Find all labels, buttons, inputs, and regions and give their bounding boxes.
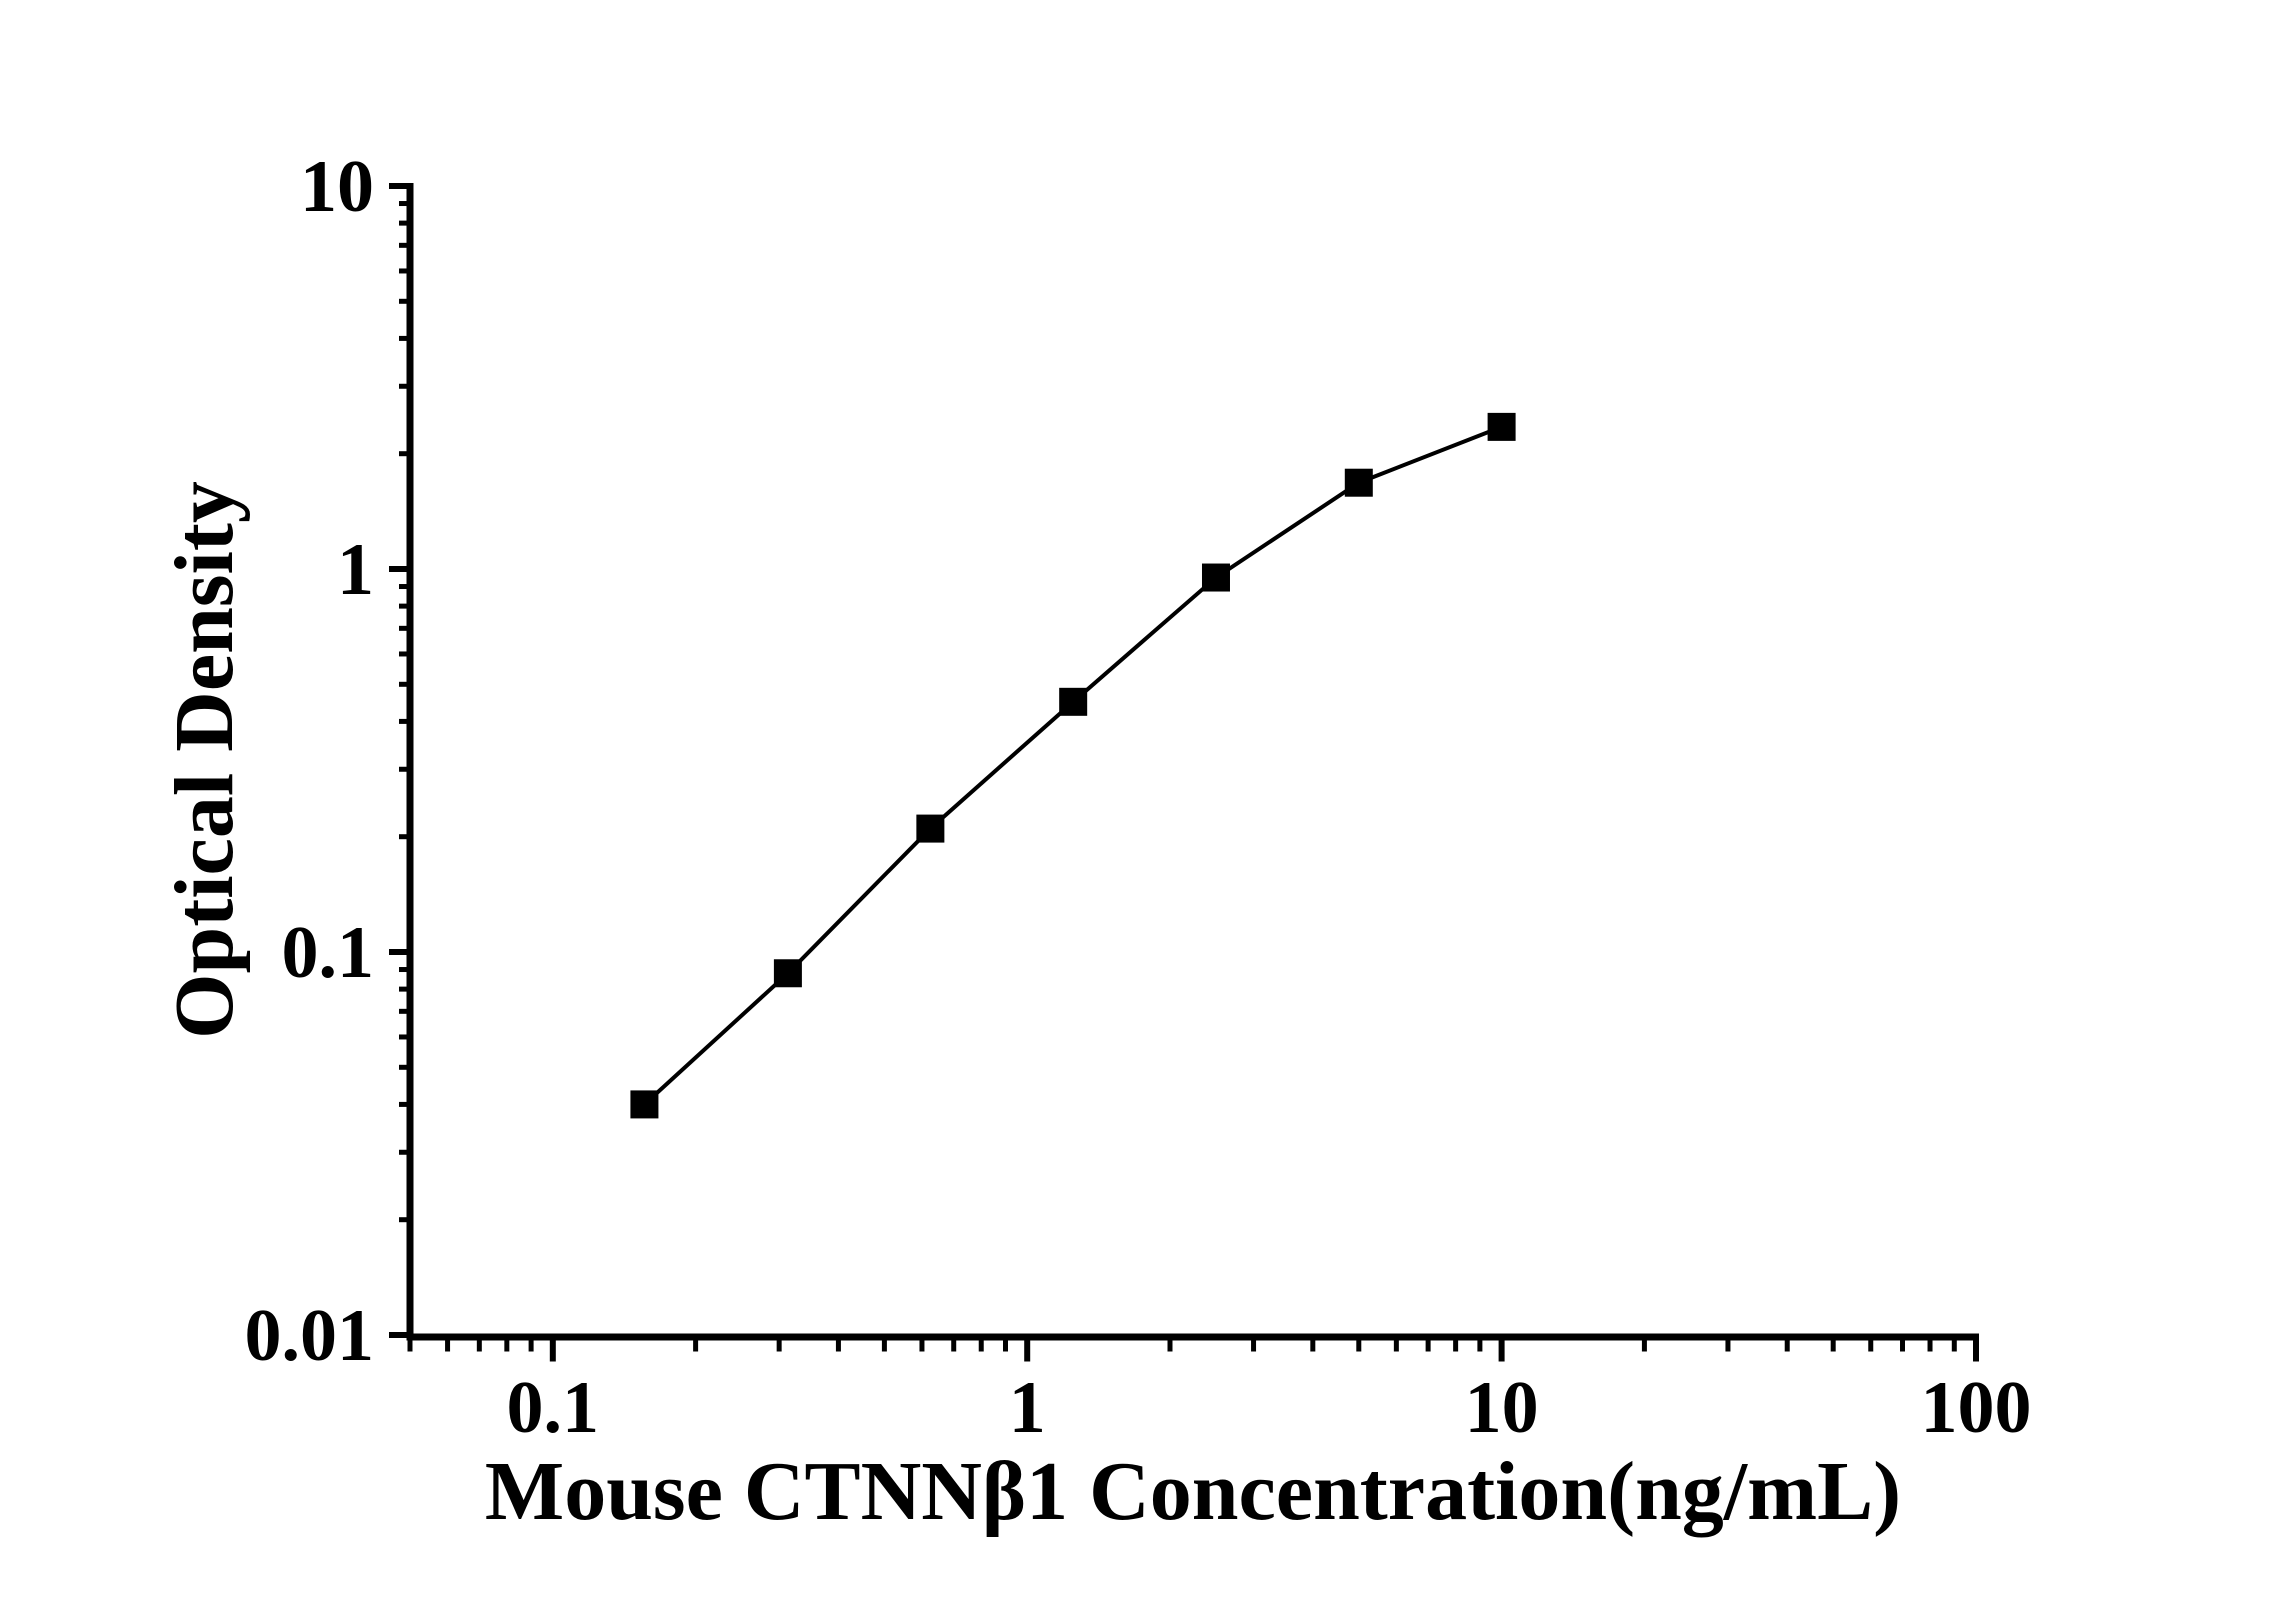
x-tick-label: 100 xyxy=(1921,1367,2032,1449)
y-tick-label: 1 xyxy=(337,529,374,611)
y-tick-label: 0.01 xyxy=(245,1295,375,1377)
data-point-marker xyxy=(1487,412,1516,441)
y-tick-label: 10 xyxy=(300,146,374,228)
data-point-marker xyxy=(916,814,945,843)
x-tick-label: 0.1 xyxy=(507,1367,600,1449)
x-tick-label: 1 xyxy=(1009,1367,1046,1449)
data-point-marker xyxy=(1201,563,1230,592)
data-point-marker xyxy=(1344,468,1373,497)
x-tick-label: 10 xyxy=(1465,1367,1539,1449)
data-point-marker xyxy=(630,1090,659,1119)
curve-line xyxy=(643,425,1503,1106)
data-point-marker xyxy=(773,959,802,988)
x-axis-title: Mouse CTNNβ1 Concentration(ng/mL) xyxy=(484,1445,1902,1538)
y-tick-label: 0.1 xyxy=(282,912,375,994)
data-point-marker xyxy=(1059,687,1088,716)
y-axis-title: Optical Density xyxy=(158,481,251,1039)
